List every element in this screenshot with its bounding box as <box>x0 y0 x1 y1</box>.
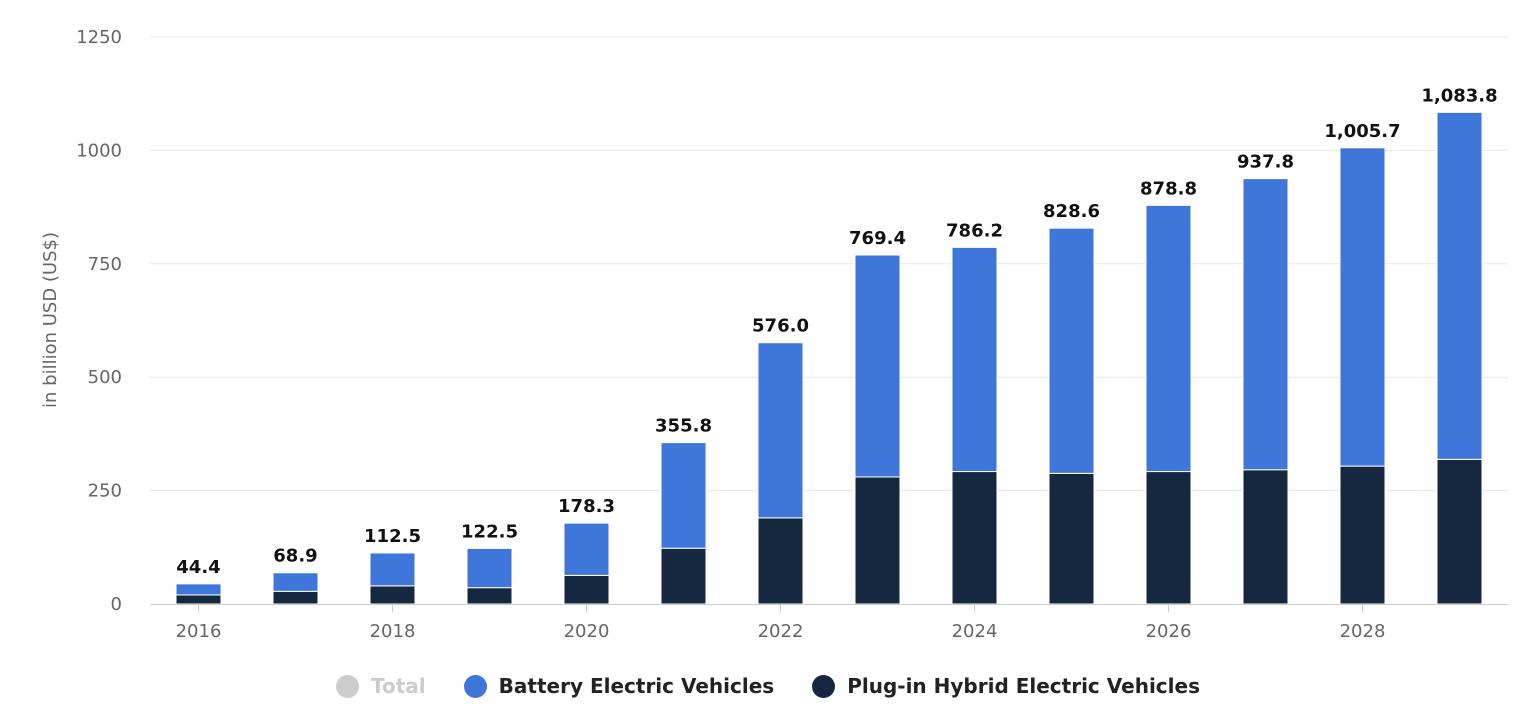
data-label-total: 112.5 <box>364 526 421 547</box>
data-label-total: 1,005.7 <box>1324 121 1400 142</box>
bar-segment-battery-electric[interactable] <box>660 442 707 549</box>
data-label-total: 828.6 <box>1043 201 1100 222</box>
bar-segment-battery-electric[interactable] <box>951 246 998 473</box>
bar-segment-plug-in-hybrid[interactable] <box>1436 458 1483 605</box>
bar-segment-battery-electric[interactable] <box>369 552 416 587</box>
y-tick-label: 500 <box>88 367 122 388</box>
bar-segment-battery-electric[interactable] <box>854 254 901 478</box>
bar-segment-battery-electric[interactable] <box>757 342 804 519</box>
data-label-total: 769.4 <box>849 228 906 249</box>
legend-item-battery-electric[interactable]: Battery Electric Vehicles <box>463 674 775 698</box>
legend-label: Total <box>371 674 426 698</box>
bar-segment-plug-in-hybrid[interactable] <box>1339 465 1386 605</box>
data-label-total: 878.8 <box>1140 178 1197 199</box>
legend-label: Battery Electric Vehicles <box>498 674 775 698</box>
bars <box>175 111 1483 605</box>
legend: Total Battery Electric Vehicles Plug-in … <box>0 668 1536 704</box>
y-tick-label: 0 <box>111 594 122 615</box>
legend-item-total[interactable]: Total <box>336 674 426 698</box>
y-tick-label: 1250 <box>76 27 122 48</box>
y-axis: 0 250 500 750 1000 1250 <box>76 27 122 615</box>
bar-segment-plug-in-hybrid[interactable] <box>1242 469 1289 605</box>
data-label-total: 1,083.8 <box>1421 85 1497 106</box>
bar-segment-battery-electric[interactable] <box>563 522 610 576</box>
x-tick-label: 2016 <box>176 621 222 642</box>
legend-item-plug-in-hybrid[interactable]: Plug-in Hybrid Electric Vehicles <box>812 674 1200 698</box>
legend-label: Plug-in Hybrid Electric Vehicles <box>847 674 1200 698</box>
x-tick-label: 2026 <box>1146 621 1192 642</box>
bar-segment-battery-electric[interactable] <box>175 583 222 596</box>
x-tick-label: 2024 <box>952 621 998 642</box>
bar-segment-battery-electric[interactable] <box>466 547 513 589</box>
legend-dot-icon <box>463 674 487 698</box>
bar-segment-plug-in-hybrid[interactable] <box>1145 471 1192 605</box>
bar-segment-plug-in-hybrid[interactable] <box>660 547 707 605</box>
y-tick-label: 1000 <box>76 140 122 161</box>
x-tick-label: 2028 <box>1340 621 1386 642</box>
bar-segment-plug-in-hybrid[interactable] <box>175 594 222 605</box>
x-tick-label: 2020 <box>564 621 610 642</box>
bar-segment-plug-in-hybrid[interactable] <box>951 471 998 605</box>
bar-segment-battery-electric[interactable] <box>272 572 319 592</box>
bar-segment-plug-in-hybrid[interactable] <box>757 517 804 605</box>
y-tick-label: 250 <box>88 481 122 502</box>
bar-segment-plug-in-hybrid[interactable] <box>854 476 901 605</box>
bar-segment-plug-in-hybrid[interactable] <box>1048 472 1095 605</box>
legend-dot-icon <box>812 674 836 698</box>
data-label-total: 178.3 <box>558 496 615 517</box>
data-label-total: 786.2 <box>946 220 1003 241</box>
y-tick-label: 750 <box>88 254 122 275</box>
data-labels: 44.4 68.9 112.5 122.5 178.3 355.8 576.0 769.4 78… <box>176 85 1497 577</box>
data-label-total: 937.8 <box>1237 152 1294 173</box>
bar-segment-plug-in-hybrid[interactable] <box>272 590 319 605</box>
bar-segment-battery-electric[interactable] <box>1242 178 1289 471</box>
bar-segment-battery-electric[interactable] <box>1436 111 1483 460</box>
data-label-total: 68.9 <box>273 546 317 567</box>
bar-segment-battery-electric[interactable] <box>1145 204 1192 473</box>
legend-dot-icon <box>336 674 360 698</box>
data-label-total: 122.5 <box>461 521 518 542</box>
x-axis: 2016 2018 2020 2022 2024 2026 2028 <box>150 604 1508 642</box>
bar-segment-battery-electric[interactable] <box>1339 147 1386 467</box>
x-tick-label: 2022 <box>758 621 804 642</box>
bar-segment-plug-in-hybrid[interactable] <box>466 587 513 605</box>
data-label-total: 576.0 <box>752 316 809 337</box>
gridlines <box>150 36 1508 492</box>
bar-segment-plug-in-hybrid[interactable] <box>369 585 416 605</box>
data-label-total: 355.8 <box>655 416 712 437</box>
x-tick-label: 2018 <box>370 621 416 642</box>
bar-segment-plug-in-hybrid[interactable] <box>563 574 610 605</box>
y-axis-label: in billion USD (US$) <box>40 232 61 408</box>
bar-segment-battery-electric[interactable] <box>1048 227 1095 474</box>
data-label-total: 44.4 <box>176 557 220 578</box>
